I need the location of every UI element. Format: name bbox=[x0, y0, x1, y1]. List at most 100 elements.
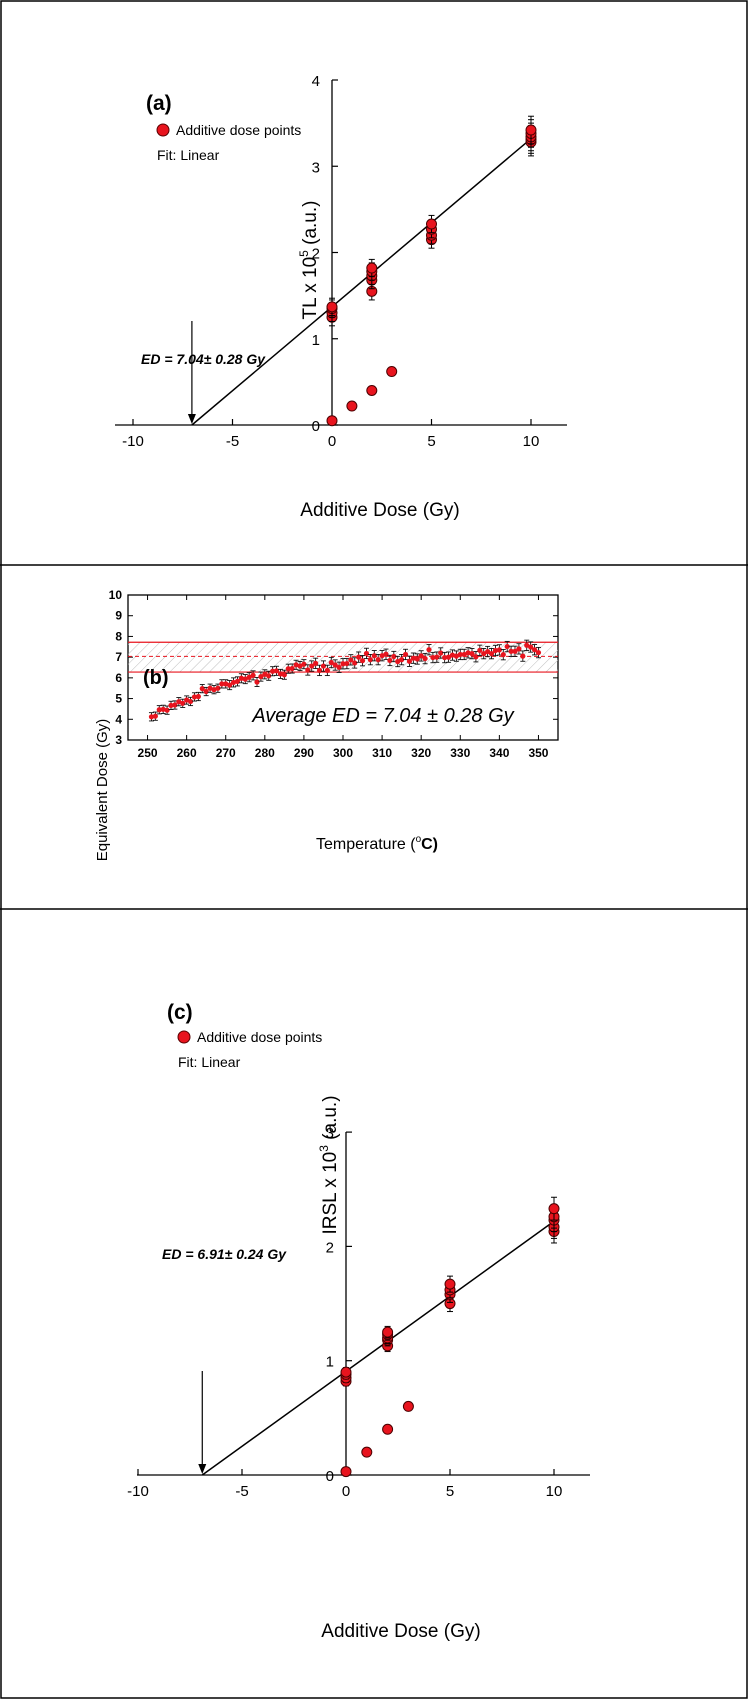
data-point bbox=[332, 662, 338, 668]
data-point bbox=[525, 124, 537, 136]
data-point bbox=[313, 660, 319, 666]
data-point bbox=[399, 657, 405, 663]
x-tick-label: 320 bbox=[411, 746, 431, 760]
fit-line bbox=[191, 138, 532, 426]
data-point bbox=[395, 658, 401, 665]
data-point bbox=[492, 647, 499, 654]
data-point bbox=[366, 385, 378, 396]
data-point bbox=[352, 660, 358, 666]
data-point bbox=[453, 653, 459, 659]
data-point bbox=[270, 668, 276, 674]
y-tick-label: 0 bbox=[326, 1468, 334, 1485]
x-tick-label: 310 bbox=[372, 746, 392, 760]
data-point bbox=[402, 1400, 414, 1412]
x-tick-label: 5 bbox=[427, 433, 435, 450]
legend-marker bbox=[177, 1030, 191, 1044]
data-point bbox=[328, 659, 334, 666]
panel-c-legend-fit: Fit: Linear bbox=[178, 1054, 241, 1070]
y-tick-label: 3 bbox=[115, 733, 122, 747]
data-point bbox=[262, 671, 268, 677]
data-point bbox=[250, 672, 256, 678]
data-point bbox=[371, 653, 377, 659]
data-point bbox=[346, 400, 358, 412]
data-point bbox=[187, 698, 194, 705]
x-tick-label: 350 bbox=[528, 746, 548, 760]
data-point bbox=[309, 663, 315, 669]
panel-c: -10 -5 0 5 10 0 1 2 3 (c) Additive dose points F… bbox=[127, 1001, 590, 1642]
data-point bbox=[516, 646, 522, 652]
data-point bbox=[176, 699, 182, 705]
data-point bbox=[434, 654, 440, 660]
data-point bbox=[191, 694, 198, 700]
data-point bbox=[246, 674, 252, 680]
data-point bbox=[324, 667, 330, 674]
data-point bbox=[293, 662, 299, 668]
data-point bbox=[508, 648, 514, 654]
data-point bbox=[160, 706, 166, 712]
data-point bbox=[500, 652, 506, 658]
x-tick-label: 290 bbox=[294, 746, 314, 760]
data-point bbox=[148, 714, 155, 720]
y-tick-label: 6 bbox=[115, 671, 122, 685]
data-point bbox=[504, 643, 510, 650]
x-tick-label: 260 bbox=[177, 746, 197, 760]
data-point bbox=[406, 658, 413, 664]
panel-a-ed-label: ED = 7.04± 0.28 Gy bbox=[141, 351, 266, 367]
data-point bbox=[234, 678, 241, 684]
data-point bbox=[336, 664, 342, 670]
data-point bbox=[485, 648, 491, 655]
x-tick-label: -10 bbox=[127, 1483, 149, 1500]
data-point bbox=[379, 653, 385, 659]
data-point bbox=[277, 671, 284, 677]
data-point bbox=[469, 651, 475, 657]
data-point bbox=[180, 700, 186, 706]
ed-arrow-head bbox=[187, 414, 196, 424]
data-point bbox=[227, 682, 233, 688]
panel-c-tag: (c) bbox=[167, 1001, 193, 1024]
panel-c-marks bbox=[198, 1196, 560, 1478]
data-point bbox=[445, 654, 452, 660]
panel-b-xlabel: Temperature (oC) bbox=[316, 834, 438, 853]
data-point bbox=[461, 651, 467, 658]
y-tick-label: 4 bbox=[115, 712, 122, 726]
data-point bbox=[367, 657, 373, 663]
data-point bbox=[477, 647, 483, 653]
data-point bbox=[340, 1466, 352, 1478]
data-point bbox=[164, 707, 170, 713]
data-point bbox=[465, 650, 471, 656]
data-point bbox=[254, 679, 260, 685]
panel-a-ylabel: TL x 105 (a.u.) bbox=[297, 201, 321, 320]
panel-a-xlabel: Additive Dose (Gy) bbox=[300, 500, 459, 521]
data-point bbox=[223, 681, 229, 687]
x-tick-label: 330 bbox=[450, 746, 470, 760]
data-point bbox=[402, 651, 409, 658]
data-point bbox=[326, 415, 338, 427]
panel-c-axes: -10 -5 0 5 10 0 1 2 3 bbox=[127, 1125, 590, 1500]
x-tick-label: 270 bbox=[216, 746, 236, 760]
panel-c-xlabel: Additive Dose (Gy) bbox=[321, 1621, 480, 1642]
x-tick-label: 250 bbox=[138, 746, 158, 760]
data-point bbox=[387, 657, 393, 664]
data-point bbox=[449, 652, 456, 658]
data-point bbox=[359, 658, 366, 664]
panel-c-legend-series: Additive dose points bbox=[197, 1029, 322, 1045]
y-tick-label: 7 bbox=[115, 650, 122, 664]
x-tick-label: 10 bbox=[523, 433, 540, 450]
panel-b-title: Average ED = 7.04 ± 0.28 Gy bbox=[251, 705, 514, 727]
y-tick-label: 1 bbox=[326, 1354, 334, 1371]
x-tick-label: -5 bbox=[226, 433, 239, 450]
data-point bbox=[285, 666, 291, 672]
y-tick-label: 2 bbox=[312, 246, 320, 263]
data-point bbox=[382, 1326, 394, 1338]
data-point bbox=[289, 665, 295, 672]
data-point bbox=[520, 653, 526, 659]
panel-a-legend-series: Additive dose points bbox=[176, 122, 301, 138]
panel-c-ylabel: IRSL x 103 (a.u.) bbox=[317, 1095, 341, 1234]
x-tick-label: 0 bbox=[342, 1483, 350, 1500]
data-point bbox=[242, 676, 248, 682]
data-point bbox=[422, 655, 428, 662]
panel-b-axes: 250 260 270 280 290 300 310 320 330 340 350 3 4 5 6 7 8 9… bbox=[109, 588, 559, 760]
data-point bbox=[281, 672, 287, 678]
panel-b-ylabel: Equivalent Dose (Gy) bbox=[94, 719, 111, 862]
